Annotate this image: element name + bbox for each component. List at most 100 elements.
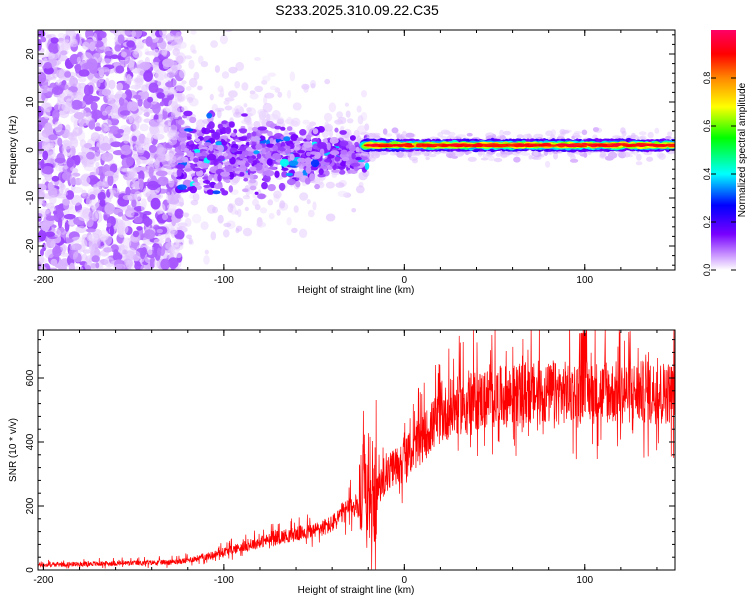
- spectrogram-cell: [228, 66, 238, 74]
- spectrogram-cell: [71, 195, 83, 206]
- spectrogram-cell: [173, 267, 184, 270]
- spectrogram-cell: [325, 181, 335, 189]
- spectrogram-cell: [310, 151, 318, 155]
- spectrogram-cell: [41, 166, 54, 175]
- spectrogram-cell: [623, 151, 630, 158]
- spectrogram-cell: [295, 180, 301, 188]
- spectrogram-cell: [124, 89, 133, 101]
- spectrogram-cell: [81, 41, 90, 50]
- spectrogram-cell: [43, 66, 54, 75]
- spectrogram-cell: [219, 34, 228, 45]
- spectrogram-cell: [93, 32, 98, 45]
- spectrogram-cell: [153, 259, 160, 269]
- spectrogram-cell: [267, 72, 277, 77]
- spectrogram-cell: [133, 216, 143, 224]
- spectrogram-cell: [70, 166, 75, 172]
- spectrogram-cell: [154, 71, 164, 82]
- spectrogram-cell: [237, 160, 247, 166]
- colorbar-tick-label: 0.8: [702, 72, 712, 85]
- spectrogram-cell: [96, 80, 101, 88]
- spectrogram-cell: [50, 37, 59, 44]
- x-tick-label: 100: [576, 575, 593, 586]
- spectrogram-cell: [38, 89, 42, 100]
- spectrogram-cell: [98, 91, 104, 97]
- spectrogram-cell: [145, 36, 153, 47]
- spectrogram-cell: [108, 125, 120, 135]
- spectrogram-cell: [93, 185, 102, 194]
- spectrogram-cell: [53, 229, 62, 238]
- spectrogram-cell: [195, 169, 204, 177]
- spectrogram-cell: [317, 142, 328, 149]
- spectrogram-cell: [38, 254, 45, 265]
- spectrogram-cell: [307, 209, 315, 218]
- spectrogram-cell: [261, 147, 266, 155]
- spectrogram-cell: [131, 135, 137, 142]
- spectrogram-cell: [156, 92, 165, 99]
- spectrogram-cell: [110, 115, 121, 120]
- spectrogram-cell: [262, 174, 271, 183]
- spectrogram-cell: [122, 133, 130, 144]
- spectrogram-cell: [239, 128, 247, 134]
- spectrogram-cell: [297, 157, 307, 163]
- spectrogram-cell: [97, 191, 106, 201]
- spectrogram-cell: [107, 174, 114, 187]
- spectrogram-cell: [246, 107, 257, 117]
- spectrogram-cell: [532, 156, 542, 160]
- y-tick-label: 400: [25, 433, 36, 450]
- spectrogram-cell: [66, 157, 74, 168]
- spectrogram-cell: [412, 158, 418, 164]
- spectrogram-cell: [234, 81, 241, 89]
- spectrogram-cell: [281, 171, 288, 178]
- spectrogram-cell: [277, 118, 284, 125]
- spectrogram-cell: [176, 168, 182, 177]
- spectrogram-cell: [348, 144, 356, 152]
- spectrogram-cell: [427, 153, 437, 158]
- spectrogram-cell: [42, 150, 49, 161]
- spectrogram-cell: [192, 193, 200, 202]
- spectrogram-cell: [249, 92, 259, 100]
- spectrogram-cell: [162, 213, 168, 221]
- spectrogram-cell: [213, 144, 218, 149]
- spectrogram-cell: [131, 67, 141, 74]
- spectrogram-cell: [158, 111, 163, 122]
- spectrogram-cell: [656, 144, 667, 147]
- spectrogram-cell: [231, 168, 241, 172]
- spectrogram-cell: [647, 131, 654, 139]
- spectrogram-cell: [40, 248, 44, 257]
- snr-ticks: -200 -100 0 100 0 200 400 600: [25, 330, 675, 586]
- spectrogram-cell: [53, 210, 58, 215]
- spectrogram-cell: [101, 88, 111, 96]
- spectrogram-cell: [306, 151, 311, 157]
- spectrogram-cell: [167, 228, 178, 236]
- spectrogram-cell: [257, 193, 266, 200]
- spectrogram-cell: [259, 117, 266, 124]
- spectrogram-cell: [69, 174, 77, 186]
- spectrogram-cell: [190, 30, 197, 35]
- spectrogram-cell: [561, 130, 570, 134]
- spectrogram-cell: [214, 65, 220, 73]
- spectrogram-cell: [69, 244, 76, 251]
- spectrogram-cell: [296, 137, 304, 141]
- spectrogram-cell: [159, 47, 168, 56]
- spectrogram-cell: [556, 143, 569, 146]
- spectrogram-cell: [317, 173, 326, 178]
- spectrogram-cell: [520, 152, 531, 156]
- spectrogram-cell: [214, 183, 223, 190]
- colorbar-ticks: 0.0 0.2 0.4 0.6 0.8: [702, 72, 736, 276]
- spectrogram-cell: [143, 118, 152, 123]
- spectrogram-cell: [102, 110, 108, 116]
- spectrogram-cell: [104, 170, 115, 177]
- spectrogram-cell: [143, 70, 154, 82]
- spectrogram-cell: [234, 150, 244, 155]
- spectrogram-cell: [203, 142, 212, 146]
- spectrogram-cell: [118, 97, 125, 106]
- spectrogram-cell: [495, 152, 502, 157]
- spectrogram-cell: [139, 61, 151, 70]
- spectrogram-cell: [217, 163, 223, 171]
- spectrogram-cell: [193, 157, 199, 163]
- spectrogram-cell: [164, 233, 171, 244]
- spectrogram-cell: [240, 125, 246, 129]
- spectrogram-cell: [117, 34, 125, 44]
- spectrogram-cell: [119, 243, 125, 256]
